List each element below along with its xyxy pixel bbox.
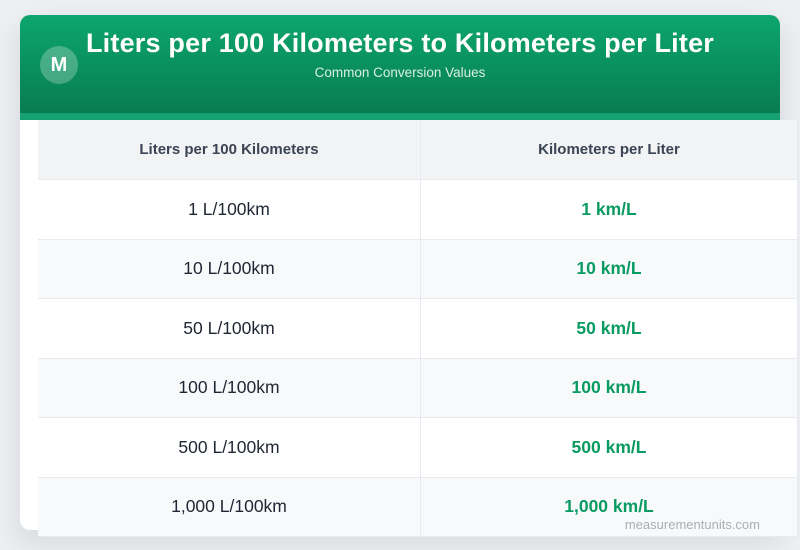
cell-km-per-l: 1,000 km/L xyxy=(420,477,797,536)
column-header-liters-per-100km: Liters per 100 Kilometers xyxy=(139,141,319,158)
cell-km-per-l: 10 km/L xyxy=(420,239,797,298)
table-row: 10 L/100km 10 km/L xyxy=(38,239,797,299)
table-row: 50 L/100km 50 km/L xyxy=(38,299,797,359)
table-header-row: Liters per 100 Kilometers Kilometers per… xyxy=(38,120,797,180)
column-header-kilometers-per-liter: Kilometers per Liter xyxy=(420,120,797,179)
card-header: M Liters per 100 Kilometers to Kilometer… xyxy=(20,15,780,113)
cell-l-per-100km: 1,000 L/100km xyxy=(171,496,287,517)
table-row: 1 L/100km 1 km/L xyxy=(38,180,797,240)
watermark-text: measurementunits.com xyxy=(624,517,760,532)
page-subtitle: Common Conversion Values xyxy=(314,65,486,80)
cell-km-per-l: 50 km/L xyxy=(420,299,797,358)
cell-l-per-100km: 500 L/100km xyxy=(178,436,280,457)
cell-l-per-100km: 1 L/100km xyxy=(188,198,270,219)
table-row: 500 L/100km 500 km/L xyxy=(38,418,797,478)
header-accent-bar xyxy=(20,113,780,120)
cell-km-per-l: 1 km/L xyxy=(420,180,797,239)
table-row: 1,000 L/100km 1,000 km/L xyxy=(38,477,797,537)
cell-l-per-100km: 100 L/100km xyxy=(178,377,280,398)
logo-badge: M xyxy=(40,46,78,84)
cell-l-per-100km: 50 L/100km xyxy=(183,317,275,338)
cell-km-per-l: 500 km/L xyxy=(420,418,797,477)
logo-letter: M xyxy=(50,53,68,76)
table-row: 100 L/100km 100 km/L xyxy=(38,358,797,418)
page-title: Liters per 100 Kilometers to Kilometers … xyxy=(85,28,714,58)
cell-km-per-l: 100 km/L xyxy=(420,358,797,417)
conversion-table: Liters per 100 Kilometers Kilometers per… xyxy=(38,120,798,537)
cell-l-per-100km: 10 L/100km xyxy=(183,258,275,279)
